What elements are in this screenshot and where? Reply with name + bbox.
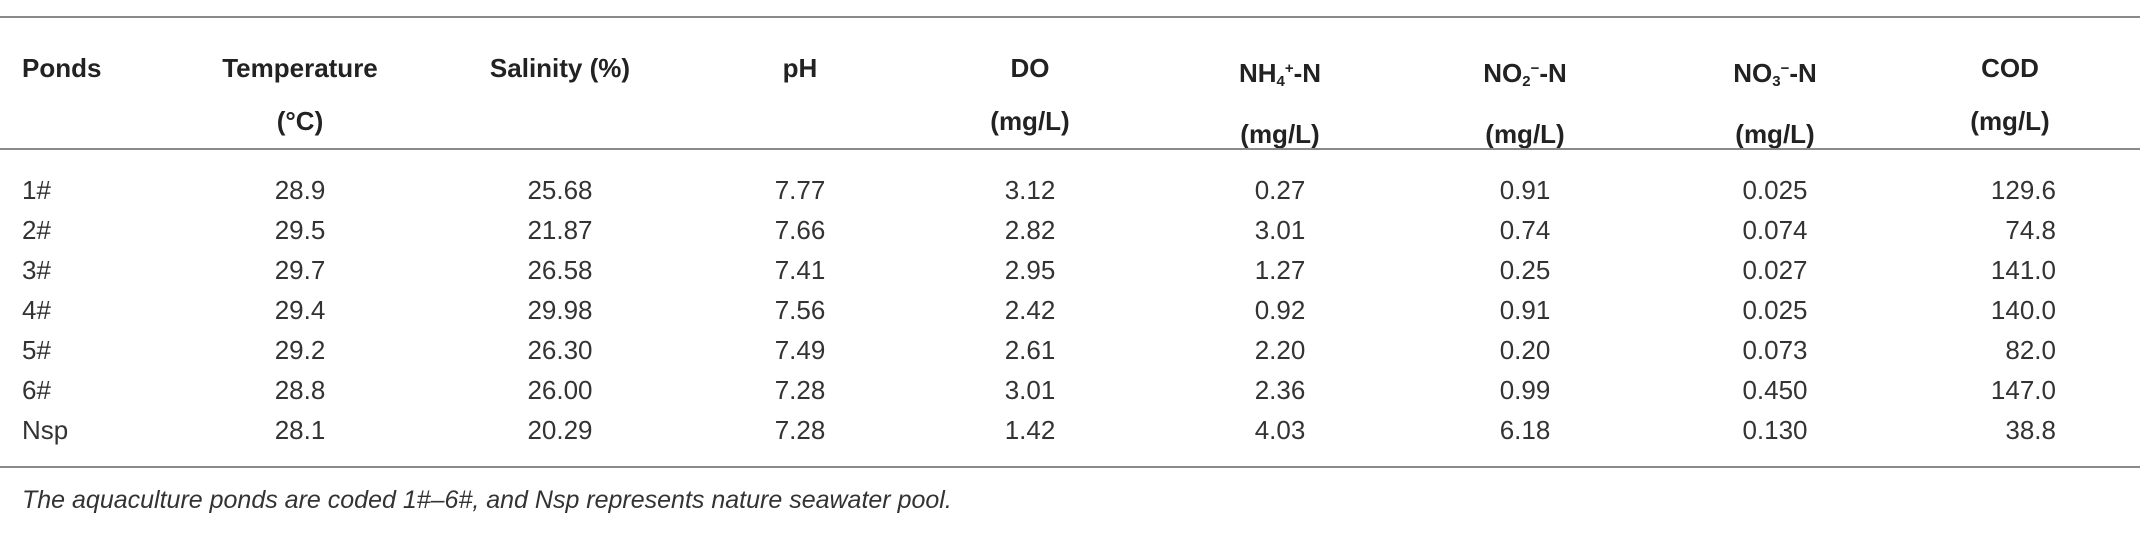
cell-no2: 0.25 (1499, 255, 1551, 285)
cell-nh4: 1.27 (1254, 255, 1306, 285)
cell-do: 2.42 (1004, 295, 1056, 325)
cell-no3: 0.074 (1742, 215, 1808, 245)
cell-cod: 140.0 (1990, 295, 2056, 325)
cell-no3: 0.450 (1742, 375, 1808, 405)
cell-cod: 38.8 (2005, 415, 2056, 445)
cell-no2: 0.99 (1499, 375, 1551, 405)
table-top-rule (0, 16, 2140, 18)
cell-pond: 2# (22, 215, 51, 245)
cell-nh4: 2.20 (1254, 335, 1306, 365)
cell-cod: 147.0 (1990, 375, 2056, 405)
cell-temperature: 29.4 (274, 295, 326, 325)
cell-ph: 7.49 (774, 335, 826, 365)
cell-no3: 0.130 (1742, 415, 1808, 445)
header-nh4: NH4+-N (mg/L) (1238, 58, 1322, 149)
cell-nh4: 4.03 (1254, 415, 1306, 445)
cell-temperature: 28.9 (274, 175, 326, 205)
cell-temperature: 28.1 (274, 415, 326, 445)
cell-pond: Nsp (22, 415, 69, 445)
table-row: 6# 28.8 26.00 7.28 3.01 2.36 0.99 0.450 147.0 (0, 370, 2146, 410)
cell-no3: 0.025 (1742, 175, 1808, 205)
header-no2: NO2−-N (mg/L) (1483, 58, 1567, 149)
cell-no2: 0.20 (1499, 335, 1551, 365)
cell-pond: 6# (22, 375, 51, 405)
header-do: DO (mg/L) (990, 53, 1070, 136)
table-row: Nsp 28.1 20.29 7.28 1.42 4.03 6.18 0.130 38.8 (0, 410, 2146, 450)
cell-temperature: 29.5 (274, 215, 326, 245)
header-bottom-rule (0, 148, 2140, 150)
cell-no2: 0.91 (1499, 295, 1551, 325)
table-row: 1# 28.9 25.68 7.77 3.12 0.27 0.91 0.025 129.6 (0, 170, 2146, 210)
cell-salinity: 25.68 (527, 175, 593, 205)
cell-do: 1.42 (1004, 415, 1056, 445)
cell-salinity: 21.87 (527, 215, 593, 245)
cell-pond: 3# (22, 255, 51, 285)
cell-ph: 7.77 (774, 175, 826, 205)
cell-salinity: 26.00 (527, 375, 593, 405)
cell-do: 3.01 (1004, 375, 1056, 405)
cell-no3: 0.027 (1742, 255, 1808, 285)
cell-cod: 82.0 (2005, 335, 2056, 365)
cell-temperature: 29.2 (274, 335, 326, 365)
cell-cod: 141.0 (1990, 255, 2056, 285)
cell-nh4: 3.01 (1254, 215, 1306, 245)
cell-ph: 7.28 (774, 415, 826, 445)
cell-cod: 74.8 (2005, 215, 2056, 245)
cell-pond: 4# (22, 295, 51, 325)
cell-no2: 0.74 (1499, 215, 1551, 245)
cell-salinity: 20.29 (527, 415, 593, 445)
header-no3: NO3−-N (mg/L) (1733, 58, 1817, 149)
cell-do: 2.61 (1004, 335, 1056, 365)
table-row: 3# 29.7 26.58 7.41 2.95 1.27 0.25 0.027 141.0 (0, 250, 2146, 290)
cell-no3: 0.025 (1742, 295, 1808, 325)
cell-pond: 5# (22, 335, 51, 365)
cell-salinity: 26.58 (527, 255, 593, 285)
cell-ph: 7.56 (774, 295, 826, 325)
table-row: 4# 29.4 29.98 7.56 2.42 0.92 0.91 0.025 140.0 (0, 290, 2146, 330)
cell-nh4: 0.92 (1254, 295, 1306, 325)
header-temperature: Temperature (°C) (222, 53, 378, 136)
header-cod: COD (mg/L) (1970, 53, 2050, 136)
table-footnote: The aquaculture ponds are coded 1#–6#, a… (22, 486, 952, 514)
cell-do: 2.82 (1004, 215, 1056, 245)
cell-no2: 6.18 (1499, 415, 1551, 445)
cell-ph: 7.28 (774, 375, 826, 405)
header-ponds: Ponds (22, 53, 102, 83)
cell-nh4: 0.27 (1254, 175, 1306, 205)
cell-cod: 129.6 (1990, 175, 2056, 205)
cell-temperature: 29.7 (274, 255, 326, 285)
cell-ph: 7.66 (774, 215, 826, 245)
header-salinity: Salinity (%) (489, 53, 631, 83)
cell-do: 2.95 (1004, 255, 1056, 285)
header-ph: pH (782, 53, 818, 83)
cell-ph: 7.41 (774, 255, 826, 285)
table-row: 2# 29.5 21.87 7.66 2.82 3.01 0.74 0.074 74.8 (0, 210, 2146, 250)
cell-no3: 0.073 (1742, 335, 1808, 365)
cell-nh4: 2.36 (1254, 375, 1306, 405)
cell-salinity: 26.30 (527, 335, 593, 365)
cell-pond: 1# (22, 175, 51, 205)
cell-salinity: 29.98 (527, 295, 593, 325)
table-bottom-rule (0, 466, 2140, 468)
cell-do: 3.12 (1004, 175, 1056, 205)
cell-no2: 0.91 (1499, 175, 1551, 205)
table-row: 5# 29.2 26.30 7.49 2.61 2.20 0.20 0.073 82.0 (0, 330, 2146, 370)
cell-temperature: 28.8 (274, 375, 326, 405)
